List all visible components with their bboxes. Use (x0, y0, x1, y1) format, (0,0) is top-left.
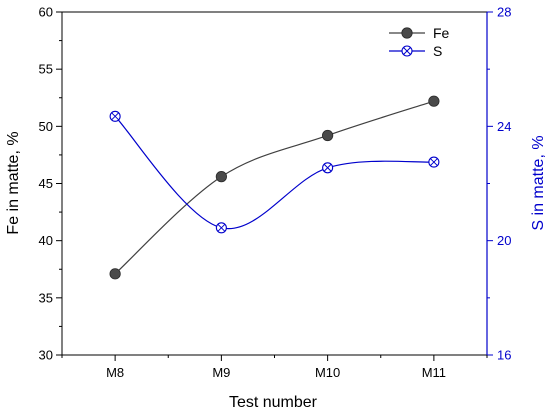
data-point-s (215, 222, 227, 234)
y-right-tick-label: 20 (497, 233, 511, 248)
marker-cross (403, 47, 411, 55)
y-left-tick-label: 40 (39, 233, 53, 248)
x-tick-label: M8 (106, 365, 124, 380)
data-point-fe (215, 171, 227, 183)
x-tick-label: M10 (315, 365, 340, 380)
marker-cross (111, 112, 119, 121)
x-tick-label: M11 (422, 365, 446, 380)
y-left-tick-label: 50 (39, 119, 53, 134)
y-left-tick-label: 35 (39, 290, 53, 305)
y-left-tick-label: 45 (39, 176, 53, 191)
y-left-axis-title: Fe in matte, % (5, 131, 22, 234)
legend-marker-fe (401, 27, 413, 39)
data-point-s (428, 156, 440, 168)
y-right-tick-label: 24 (497, 119, 511, 134)
marker-cross (217, 223, 226, 232)
marker-cross (430, 158, 438, 166)
y-right-tick-label: 16 (497, 348, 511, 363)
x-tick-label: M9 (212, 365, 230, 380)
legend-label-s: S (433, 43, 442, 59)
data-point-fe (322, 129, 334, 142)
x-axis-title: Test number (229, 394, 318, 411)
series-layer (109, 95, 440, 280)
data-point-fe (109, 268, 121, 280)
legend: Fe S (389, 25, 450, 59)
series-line-fe (114, 100, 435, 275)
y-left-tick-label: 60 (39, 5, 53, 20)
series-line-s (114, 115, 434, 230)
marker-cross (323, 163, 332, 172)
plot-area: 30 35 40 45 50 55 60 16 20 24 28 M8 M9 M10 M11 (39, 5, 512, 381)
data-point-fe (428, 95, 440, 107)
legend-label-fe: Fe (433, 25, 450, 41)
y-left-tick-label: 55 (39, 62, 53, 77)
data-point-s (322, 162, 334, 174)
legend-marker-s (401, 45, 413, 57)
y-left-tick-label: 30 (39, 348, 53, 363)
data-point-s (109, 110, 121, 122)
y-right-tick-label: 28 (497, 5, 511, 20)
y-right-axis-title: S in matte, % (530, 135, 547, 230)
